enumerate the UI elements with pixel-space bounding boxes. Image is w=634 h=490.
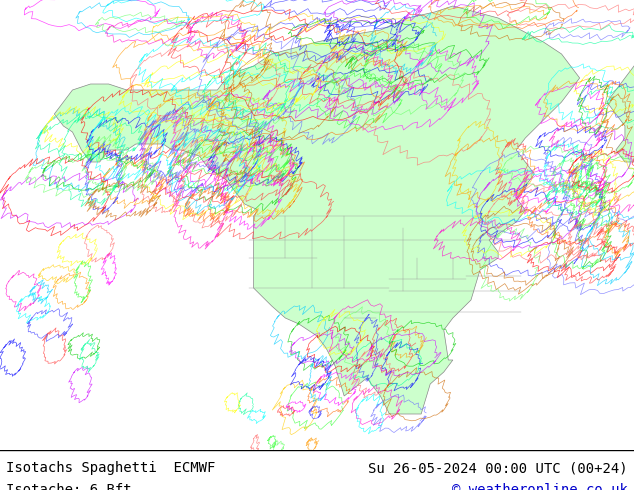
Polygon shape [607,12,634,162]
Text: Isotachs Spaghetti  ECMWF: Isotachs Spaghetti ECMWF [6,461,216,475]
Text: Su 26-05-2024 00:00 UTC (00+24): Su 26-05-2024 00:00 UTC (00+24) [368,461,628,475]
Polygon shape [55,6,579,414]
Text: Isotache: 6 Bft: Isotache: 6 Bft [6,483,132,490]
Text: © weatheronline.co.uk: © weatheronline.co.uk [452,483,628,490]
